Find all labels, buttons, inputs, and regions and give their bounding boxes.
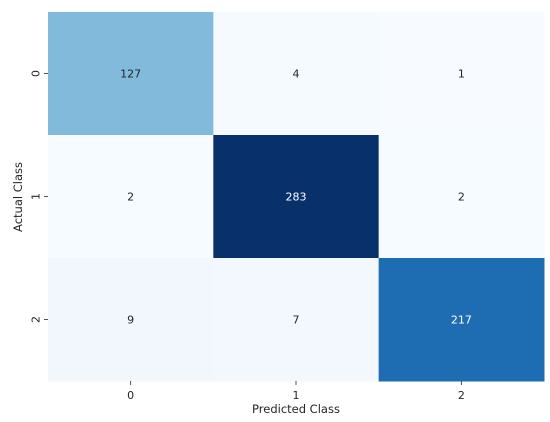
x-tick-label-2: 2: [458, 389, 465, 402]
heatmap-cells: [48, 12, 545, 382]
heatmap-cell-r2-c1: [213, 258, 380, 382]
x-axis-label: Predicted Class: [252, 402, 340, 416]
heatmap-cell-r2-c2: [378, 258, 545, 382]
y-tick-label-0: 0: [30, 70, 43, 77]
x-axis-ticks: 0 1 2: [127, 381, 465, 402]
heatmap-cell-r1-c1: [213, 135, 380, 259]
x-tick-label-1: 1: [293, 389, 300, 402]
heatmap-cell-r0-c0: [48, 12, 214, 136]
heatmap-cell-labels: 127 4 1 2 283 2 9 7 217: [120, 68, 472, 327]
cell-value-r0-c0: 127: [120, 68, 141, 81]
y-tick-label-2: 2: [30, 316, 43, 323]
y-axis-label: Actual Class: [11, 162, 25, 232]
cell-value-r1-c0: 2: [127, 191, 134, 204]
heatmap-cell-r2-c0: [48, 258, 214, 382]
y-tick-label-1: 1: [30, 193, 43, 200]
cell-value-r2-c1: 7: [293, 314, 300, 327]
cell-value-r1-c2: 2: [458, 191, 465, 204]
x-tick-label-0: 0: [127, 389, 134, 402]
cell-value-r0-c2: 1: [458, 68, 465, 81]
y-axis-ticks: 0 1 2: [30, 70, 48, 323]
cell-value-r1-c1: 283: [286, 191, 307, 204]
cell-value-r2-c0: 9: [127, 314, 134, 327]
heatmap-cell-r1-c0: [48, 135, 214, 259]
heatmap-cell-r1-c2: [378, 135, 545, 259]
cell-value-r2-c2: 217: [451, 314, 472, 327]
cell-value-r0-c1: 4: [293, 68, 300, 81]
heatmap-cell-r0-c1: [213, 12, 380, 136]
heatmap-cell-r0-c2: [378, 12, 545, 136]
